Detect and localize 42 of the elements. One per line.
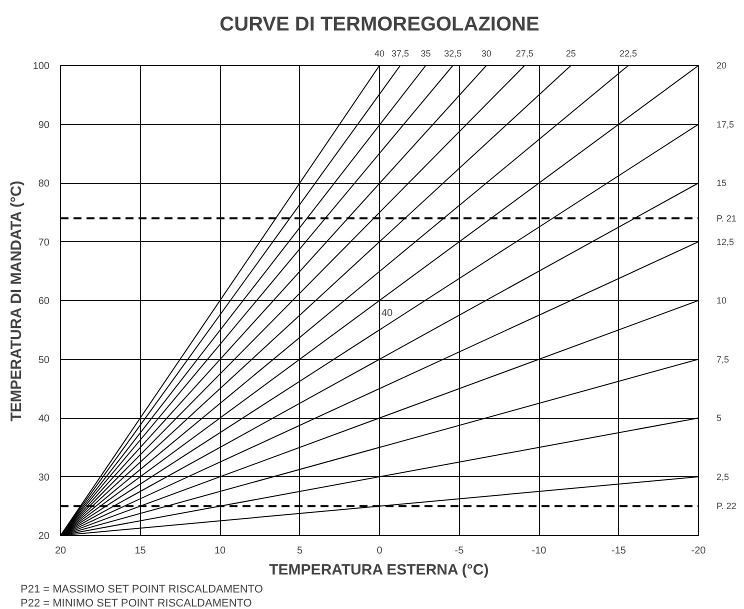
text: P22 = MINIMO SET POINT RISCALDAMENTO bbox=[20, 598, 252, 609]
y-tick-label: 70 bbox=[38, 237, 50, 248]
x-tick-label: 10 bbox=[214, 546, 226, 556]
x-tick-label: 20 bbox=[54, 546, 66, 556]
annotation: 40 bbox=[382, 308, 394, 319]
x-axis-title: TEMPERATURA ESTERNA (°C) bbox=[269, 562, 489, 578]
x-tick-label: -5 bbox=[454, 546, 464, 556]
text: P21 = MASSIMO SET POINT RISCALDAMENTO bbox=[20, 584, 264, 596]
ref-line-label: P. 21 bbox=[716, 213, 736, 224]
y-tick-label: 60 bbox=[38, 296, 50, 307]
series-label: 30 bbox=[481, 48, 492, 58]
y-tick-label: 20 bbox=[38, 531, 50, 542]
x-tick-label: -15 bbox=[612, 546, 626, 556]
y-tick-label: 100 bbox=[32, 61, 50, 72]
x-tick-label: 15 bbox=[134, 546, 146, 556]
series-label: 32,5 bbox=[444, 48, 462, 58]
series-label: 7,5 bbox=[716, 354, 730, 364]
y-axis-title: TEMPERATURA DI MANDATA (°C) bbox=[8, 180, 25, 422]
y-tick-label: 40 bbox=[38, 414, 50, 424]
x-tick-label: -10 bbox=[532, 546, 547, 556]
series-label: 15 bbox=[716, 178, 727, 188]
x-tick-label: 5 bbox=[296, 546, 303, 556]
y-tick-label: 30 bbox=[38, 472, 50, 484]
y-tick-label: 90 bbox=[38, 120, 50, 131]
series-label: 20 bbox=[716, 60, 727, 70]
series-label: 40 bbox=[374, 48, 385, 58]
x-tick-label: -20 bbox=[691, 546, 706, 556]
series-label: 22,5 bbox=[620, 48, 638, 58]
series-label: 2,5 bbox=[716, 472, 730, 482]
series-label: 37,5 bbox=[391, 48, 410, 58]
series-label: 17,5 bbox=[716, 119, 734, 130]
y-tick-label: 80 bbox=[38, 178, 50, 190]
series-label: 27,5 bbox=[516, 48, 534, 58]
series-label: 10 bbox=[716, 296, 727, 306]
x-tick-label: 0 bbox=[376, 546, 383, 556]
chart-title: CURVE DI TERMOREGOLAZIONE bbox=[220, 14, 540, 36]
series-label: 5 bbox=[716, 413, 722, 423]
series-label: 25 bbox=[566, 48, 576, 58]
y-tick-label: 50 bbox=[38, 354, 50, 366]
ref-line-label: P. 22 bbox=[716, 501, 736, 512]
series-label: 12,5 bbox=[716, 236, 734, 247]
series-label: 35 bbox=[420, 48, 431, 58]
